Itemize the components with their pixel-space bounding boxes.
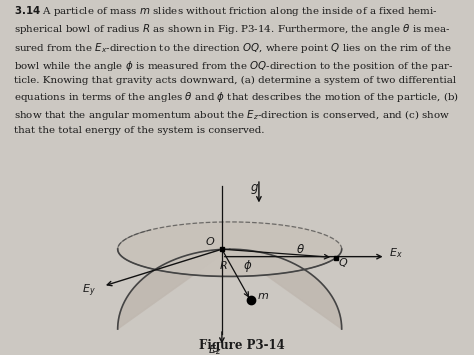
- Text: Figure P3-14: Figure P3-14: [199, 339, 284, 351]
- Text: $\mathbf{3.14}$ A particle of mass $m$ slides without friction along the inside : $\mathbf{3.14}$ A particle of mass $m$ s…: [14, 4, 459, 135]
- Text: $R$: $R$: [219, 259, 228, 271]
- Text: $O$: $O$: [205, 235, 216, 247]
- Polygon shape: [118, 249, 342, 329]
- Text: $Q$: $Q$: [338, 256, 348, 269]
- Text: $\phi$: $\phi$: [243, 258, 253, 274]
- Text: $E_z$: $E_z$: [208, 343, 221, 355]
- Text: $\theta$: $\theta$: [296, 243, 305, 256]
- Text: $m$: $m$: [257, 291, 269, 301]
- Text: $E_y$: $E_y$: [82, 283, 95, 299]
- Text: $g$: $g$: [250, 182, 259, 196]
- Text: $E_x$: $E_x$: [390, 247, 403, 261]
- Polygon shape: [118, 222, 342, 277]
